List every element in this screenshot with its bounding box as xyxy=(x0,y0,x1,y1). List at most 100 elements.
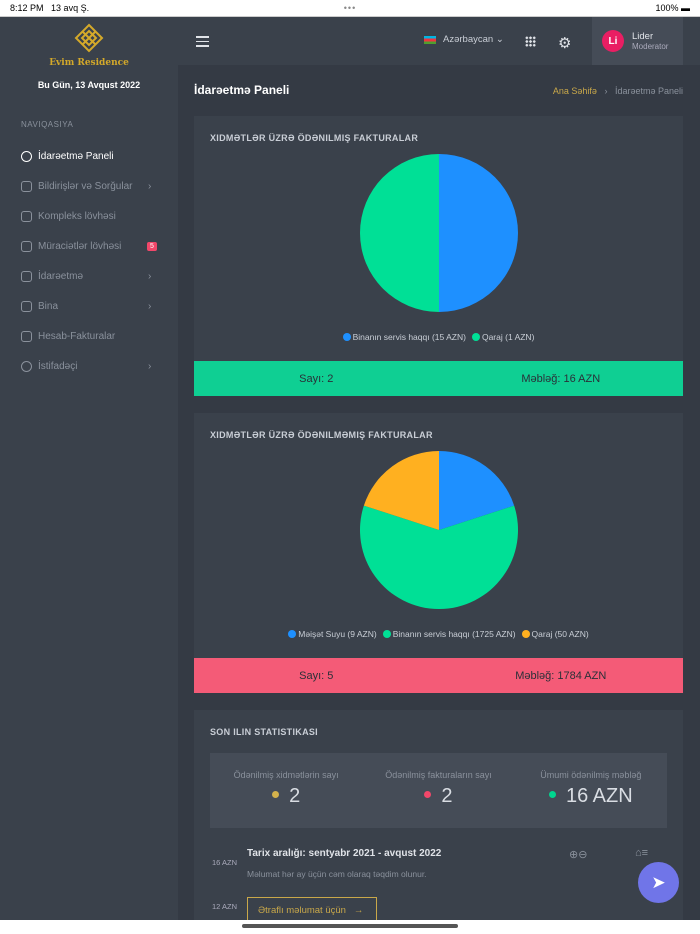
zoom-out-icon[interactable]: ⊖ xyxy=(578,849,588,861)
legend-item[interactable]: Qaraj (1 AZN) xyxy=(471,332,534,342)
paid-pie-chart xyxy=(360,154,518,312)
stat-value: 2 xyxy=(441,785,453,807)
yearly-stats-card: SON ILIN STATISTIKASI Ödənilmiş xidmətlə… xyxy=(194,710,683,923)
paid-summary-bar: Sayı: 2 Məbləğ: 16 AZN xyxy=(194,361,683,396)
stat-value: 16 AZN xyxy=(565,785,633,807)
briefcase-icon xyxy=(21,270,32,282)
sidebar-item-dashboard[interactable]: İdarəetmə Paneli xyxy=(0,141,178,171)
label: İdarəetmə xyxy=(38,270,84,282)
topbar: Azərbaycan ⌄ ⚙ Li Lider Moderator xyxy=(178,17,700,65)
stat-label: Ümumi ödənilmiş məbləğ xyxy=(540,770,642,780)
label: Hesab-Fakturalar xyxy=(38,330,116,342)
stat-total-paid: Ümumi ödənilmiş məbləğ 16 AZN xyxy=(515,753,667,828)
paid-invoices-card: XIDMƏTLƏR ÜZRƏ ÖDƏNILMIŞ FAKTURALAR Bina… xyxy=(194,116,683,396)
legend-item[interactable]: Qaraj (50 AZN) xyxy=(521,629,589,639)
building-icon xyxy=(21,300,32,312)
sidebar-item-building[interactable]: Bina › xyxy=(0,291,178,321)
stat-label: Ödənilmiş fakturaların sayı xyxy=(385,770,492,780)
sidebar: Evim Residence Bu Gün, 13 Avqust 2022 NA… xyxy=(0,17,178,920)
chevron-right-icon: › xyxy=(148,270,152,282)
hamburger-menu-icon[interactable]: ≡ xyxy=(641,847,649,859)
range-subtitle: Məlumat hər ay üçün cəm olaraq təqdim ol… xyxy=(247,869,427,879)
language-select[interactable]: Azərbaycan ⌄ xyxy=(424,34,504,45)
arrow-right-icon: → xyxy=(353,904,364,916)
logo[interactable]: Evim Residence xyxy=(0,17,178,68)
label: İdarəetmə Paneli xyxy=(38,150,114,162)
gear-icon[interactable]: ⚙ xyxy=(558,35,572,52)
y-tick: 16 AZN xyxy=(212,858,238,867)
stats-summary: Ödənilmiş xidmətlərin sayı 2 Ödənilmiş fa… xyxy=(210,753,667,828)
stat-paid-invoices: Ödənilmiş fakturaların sayı 2 xyxy=(362,753,514,828)
sidebar-item-user[interactable]: İstifadəçi › xyxy=(0,351,178,381)
requests-badge: 5 xyxy=(147,241,157,251)
paid-count: Sayı: 2 xyxy=(299,372,334,385)
legend-item[interactable]: Binanın servis haqqı (15 AZN) xyxy=(342,332,466,342)
sidebar-item-complex-board[interactable]: Kompleks lövhəsi xyxy=(0,201,178,231)
paper-plane-icon: ➤ xyxy=(651,872,666,892)
logo-icon xyxy=(74,23,104,53)
breadcrumb-current: İdarəetmə Paneli xyxy=(614,86,683,96)
legend-dot-icon xyxy=(342,333,351,341)
chart-legend: Binanın servis haqqı (15 AZN) Qaraj (1 AZ… xyxy=(194,332,683,342)
status-date: 13 avq Ş. xyxy=(51,3,90,13)
dot-icon xyxy=(424,791,432,798)
sidebar-item-notifications[interactable]: Bildirişlər və Sorğular › xyxy=(0,171,178,201)
menu-icon[interactable] xyxy=(196,36,209,50)
logo-text: Evim Residence xyxy=(49,58,129,68)
card-title: XIDMƏTLƏR ÜZRƏ ÖDƏNILMƏMIŞ FAKTURALAR xyxy=(210,430,433,440)
label: Bina xyxy=(38,300,59,312)
breadcrumb-home[interactable]: Ana Səhifə xyxy=(552,86,597,96)
notification-icon xyxy=(21,180,32,192)
chart-legend: Məişət Suyu (9 AZN) Binanın servis haqqı … xyxy=(194,629,683,639)
nav-heading: NAVIQASIYA xyxy=(21,120,74,129)
card-title: SON ILIN STATISTIKASI xyxy=(210,727,318,737)
pie-slice[interactable] xyxy=(439,451,515,530)
pie-slice[interactable] xyxy=(360,505,518,609)
page-title: İdarəetmə Paneli xyxy=(194,83,290,97)
apps-grid-icon[interactable] xyxy=(525,36,536,47)
stat-value: 2 xyxy=(289,785,301,807)
user-role: Moderator xyxy=(632,42,669,51)
sidebar-item-invoices[interactable]: Hesab-Fakturalar xyxy=(0,321,178,351)
board-icon xyxy=(21,210,32,222)
zoom-controls: ⊕⊖ xyxy=(569,848,587,861)
status-time: 8:12 PM xyxy=(10,3,44,13)
home-icon[interactable]: ⌂ xyxy=(635,847,642,859)
send-message-button[interactable]: ➤ xyxy=(638,862,679,903)
label: Ətraflı məlumat üçün xyxy=(258,904,346,916)
chevron-right-icon: › xyxy=(148,360,152,372)
chart-toolbar: ⌂≡ xyxy=(635,847,648,859)
label: Kompleks lövhəsi xyxy=(38,210,116,222)
legend-dot-icon xyxy=(471,333,480,341)
status-bar: 8:12 PM 13 avq Ş. ••• 100% ▬ xyxy=(0,0,700,17)
azerbaijan-flag-icon xyxy=(424,35,436,44)
legend-dot-icon xyxy=(288,630,297,638)
pie-slice[interactable] xyxy=(360,154,439,312)
legend-dot-icon xyxy=(382,630,391,638)
breadcrumb: Ana Səhifə › İdarəetmə Paneli xyxy=(552,86,683,96)
unpaid-summary-bar: Sayı: 5 Məbləğ: 1784 AZN xyxy=(194,658,683,693)
range-title: Tarix aralığı: sentyabr 2021 - avqust 20… xyxy=(247,848,442,859)
language-label: Azərbaycan xyxy=(443,34,494,45)
zoom-in-icon[interactable]: ⊕ xyxy=(569,849,579,861)
pie-slice[interactable] xyxy=(439,154,518,312)
chevron-right-icon: › xyxy=(148,300,152,312)
user-menu[interactable]: Li Lider Moderator xyxy=(592,17,683,65)
sidebar-item-requests[interactable]: Müraciətlər lövhəsi 5 xyxy=(0,231,178,261)
battery-level: 100% xyxy=(655,3,679,13)
sidebar-item-management[interactable]: İdarəetmə › xyxy=(0,261,178,291)
unpaid-amount: Məbləğ: 1784 AZN xyxy=(515,669,607,682)
user-icon xyxy=(21,360,32,372)
today-date: Bu Gün, 13 Avqust 2022 xyxy=(37,80,141,90)
multitask-dots[interactable]: ••• xyxy=(343,3,357,13)
label: İstifadəçi xyxy=(38,360,78,372)
pie-slice[interactable] xyxy=(363,451,439,530)
stat-label: Ödənilmiş xidmətlərin sayı xyxy=(233,770,339,780)
chevron-down-icon: ⌄ xyxy=(495,34,504,45)
legend-dot-icon xyxy=(521,630,530,638)
stat-paid-services: Ödənilmiş xidmətlərin sayı 2 xyxy=(210,753,362,828)
chevron-right-icon: › xyxy=(148,180,152,192)
legend-item[interactable]: Binanın servis haqqı (1725 AZN) xyxy=(382,629,516,639)
legend-item[interactable]: Məişət Suyu (9 AZN) xyxy=(288,629,377,639)
label: Müraciətlər lövhəsi xyxy=(38,240,122,252)
